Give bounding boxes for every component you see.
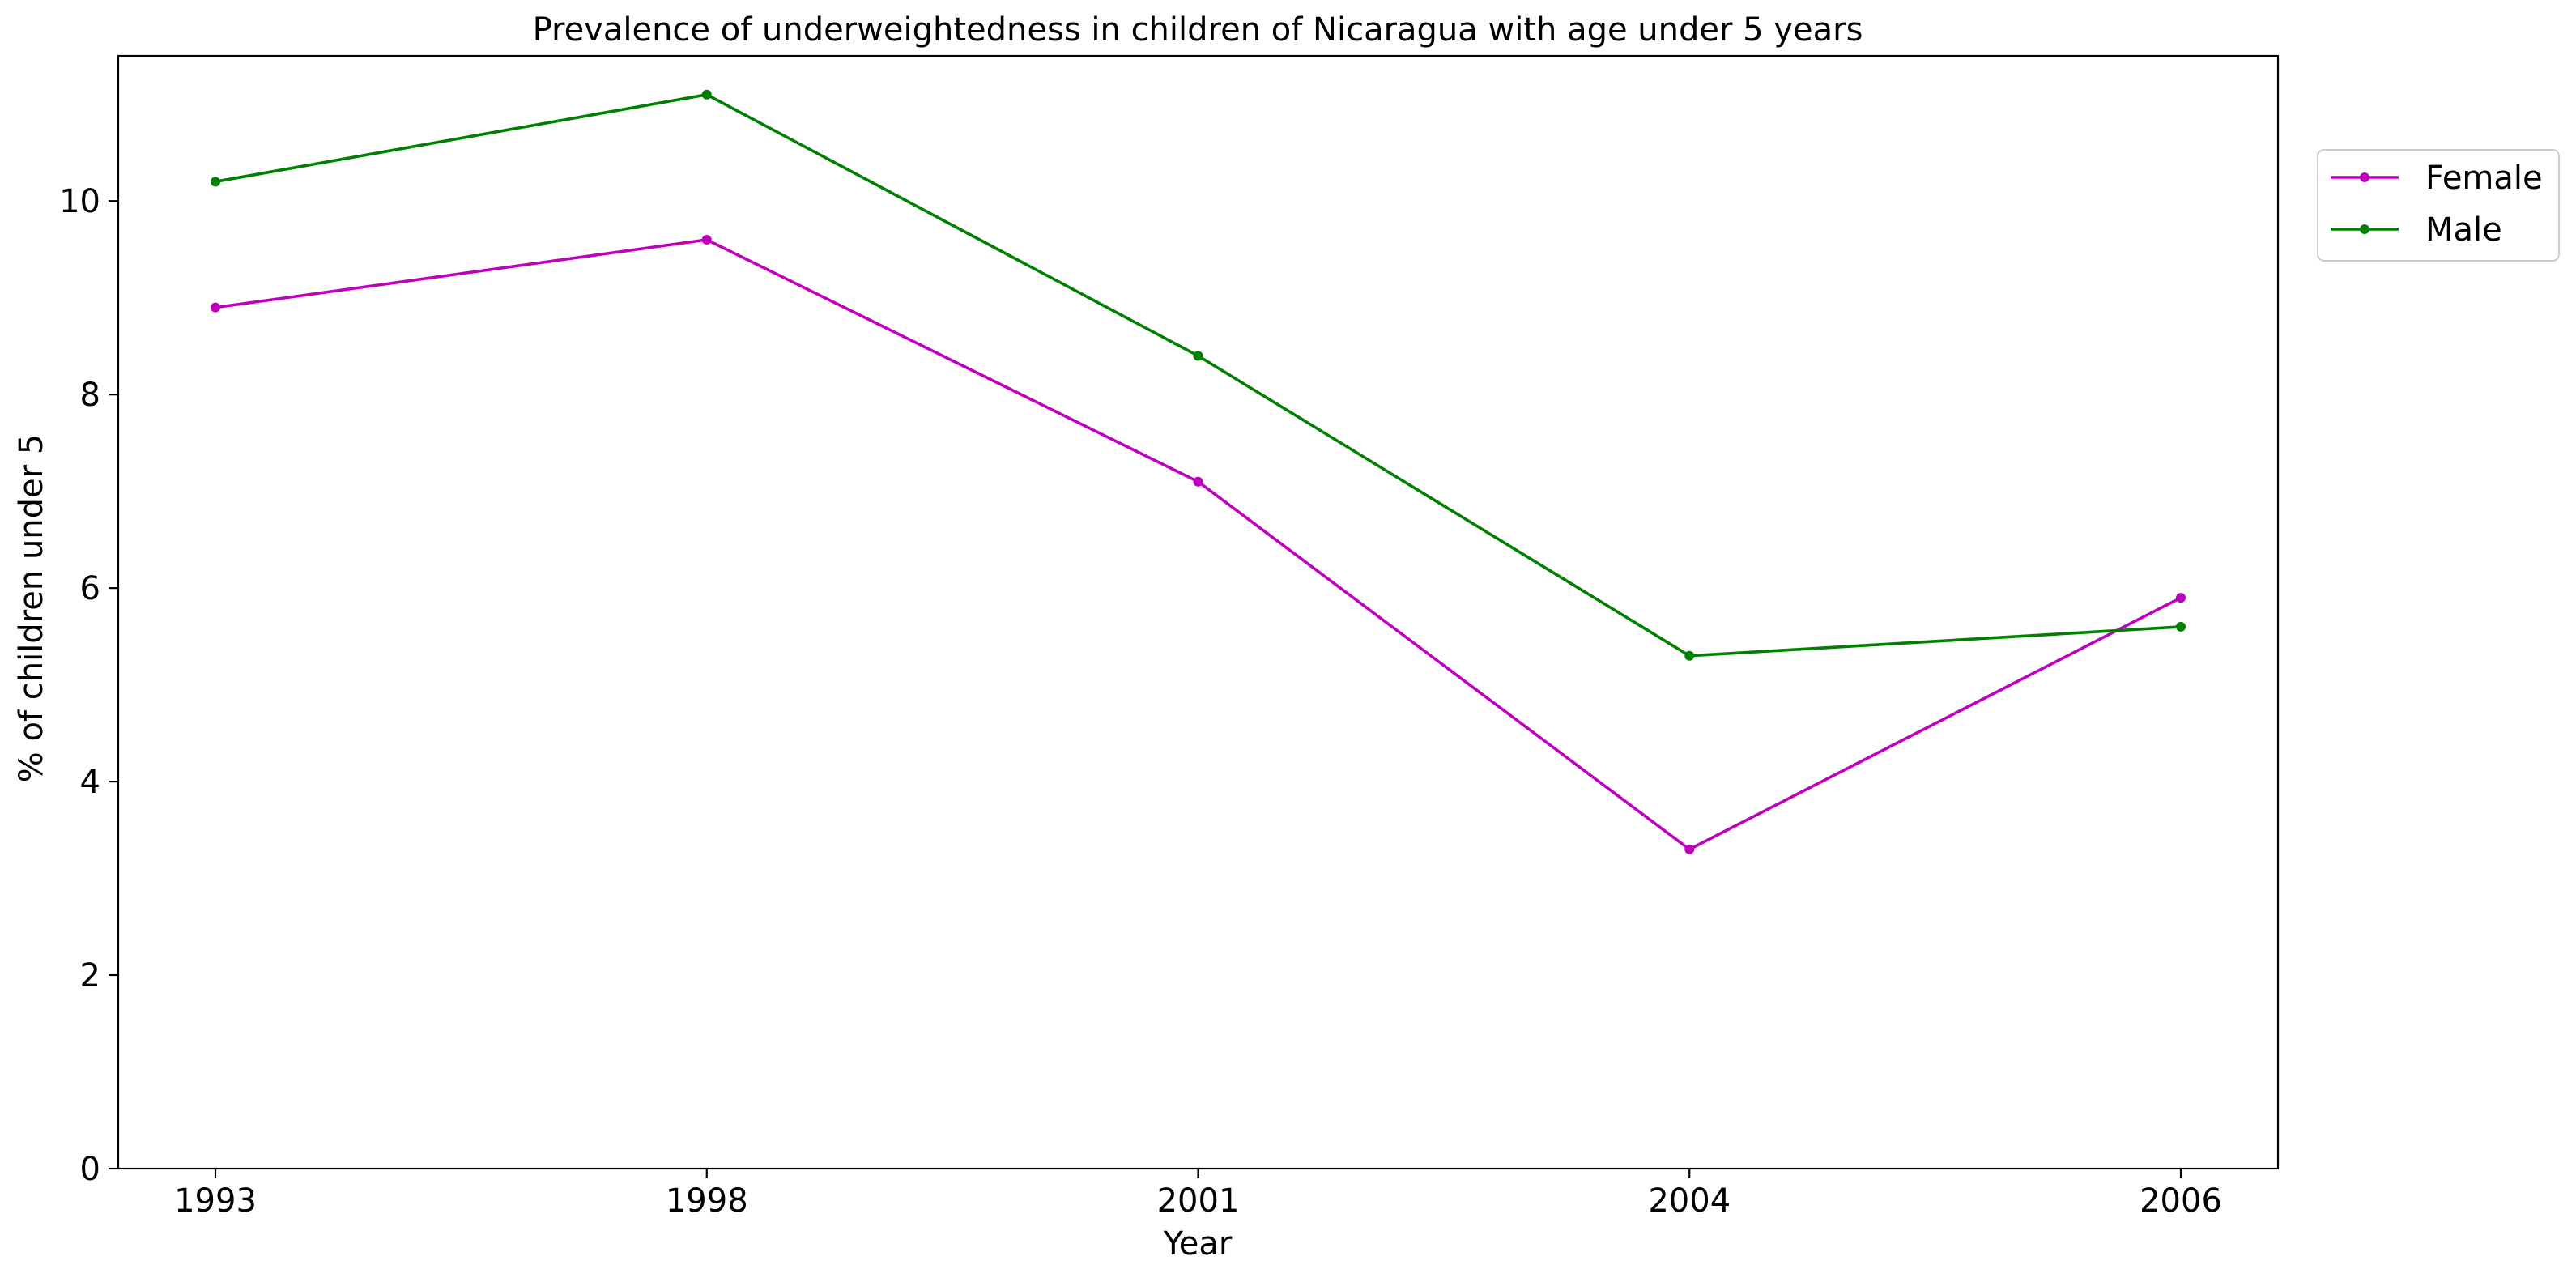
y-tick-label: 0 xyxy=(80,1151,100,1188)
plot-area-frame xyxy=(117,54,2280,1170)
x-tick-label: 2001 xyxy=(1157,1182,1240,1220)
x-axis-label: Year xyxy=(1163,1225,1233,1263)
y-axis-ticks: 0 2 4 6 8 10 xyxy=(59,183,118,1188)
data-point-male xyxy=(211,177,220,187)
data-point-male xyxy=(2176,621,2186,632)
data-point-male xyxy=(1684,650,1695,661)
data-point-female xyxy=(211,302,220,313)
legend-entries: Female Male xyxy=(2331,160,2543,249)
x-tick-label: 2004 xyxy=(1648,1182,1731,1220)
y-tick-label: 4 xyxy=(80,764,100,801)
legend: Female Male xyxy=(2317,149,2560,262)
data-point-male xyxy=(1193,351,1203,361)
series-line-male xyxy=(214,92,2182,658)
data-point-female xyxy=(2176,593,2186,603)
x-tick-label: 1993 xyxy=(174,1182,257,1220)
data-point-female xyxy=(701,235,712,245)
y-axis-label: % of children under 5 xyxy=(13,434,50,783)
y-tick-label: 6 xyxy=(80,570,100,607)
legend-label-female: Female xyxy=(2425,160,2543,197)
x-axis-ticks: 1993 1998 2001 2004 2006 xyxy=(174,1169,2222,1220)
series-line-female xyxy=(214,238,2182,851)
data-point-male xyxy=(701,89,712,100)
chart-title: Prevalence of underweightedness in child… xyxy=(533,11,1863,49)
data-point-female xyxy=(1684,844,1695,854)
y-tick-label: 2 xyxy=(80,957,100,995)
x-tick-label: 2006 xyxy=(2140,1182,2222,1220)
x-tick-label: 1998 xyxy=(666,1182,748,1220)
legend-marker-female xyxy=(2360,172,2369,182)
y-tick-label: 10 xyxy=(59,183,100,220)
legend-marker-male xyxy=(2360,224,2369,234)
data-point-female xyxy=(1193,476,1203,487)
series-layer xyxy=(211,89,2186,854)
legend-label-male: Male xyxy=(2425,211,2502,249)
y-tick-label: 8 xyxy=(80,377,100,414)
